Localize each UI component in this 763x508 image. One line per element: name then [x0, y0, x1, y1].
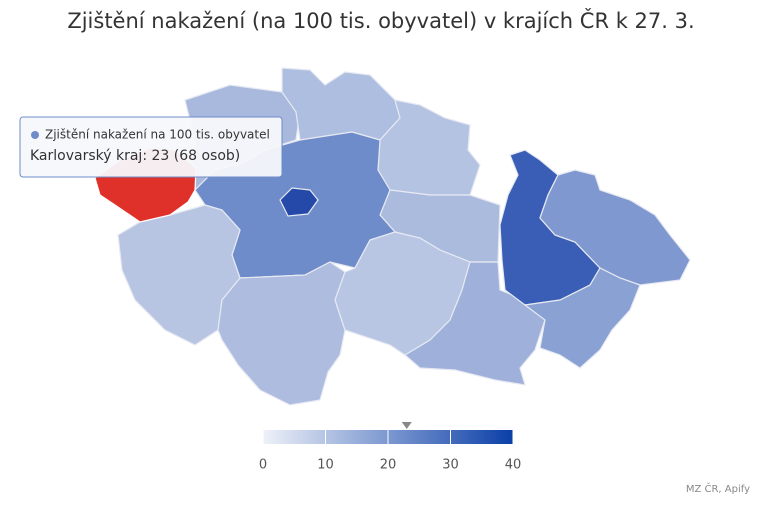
chart-title: Zjištění nakažení (na 100 tis. obyvatel)… [67, 8, 694, 33]
region [523, 267, 641, 369]
region [281, 67, 401, 141]
color-tick-label: 0 [259, 458, 267, 473]
region [279, 187, 319, 217]
tooltip-marker [31, 131, 39, 139]
color-tick-label: 40 [505, 458, 522, 473]
tooltip-text: Karlovarský kraj: 23 (68 osob) [30, 148, 240, 164]
color-axis-marker [401, 422, 412, 429]
color-tick-label: 30 [442, 458, 459, 473]
tooltip: Zjištění nakažení na 100 tis. obyvatel K… [19, 116, 283, 178]
region [117, 204, 241, 346]
color-tick-label: 20 [380, 458, 397, 473]
region [539, 169, 691, 286]
tooltip-series: Zjištění nakažení na 100 tis. obyvatel [45, 128, 270, 142]
color-tick-label: 10 [317, 458, 334, 473]
region [403, 261, 546, 386]
map [94, 67, 691, 406]
region [217, 261, 346, 406]
credits: MZ ČR, Apify [686, 482, 750, 495]
tooltip-box [19, 116, 283, 178]
